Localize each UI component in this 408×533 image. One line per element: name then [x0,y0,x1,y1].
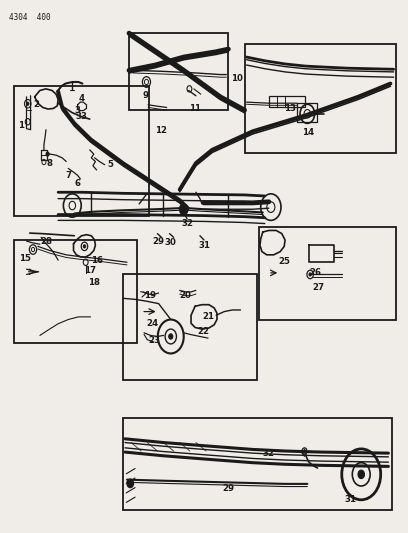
Text: 1: 1 [18,121,24,130]
Text: 19: 19 [144,291,157,300]
Bar [123,418,392,511]
Text: 27: 27 [312,283,324,292]
Text: 5: 5 [107,160,113,168]
Circle shape [358,470,364,479]
Text: 26: 26 [309,268,322,277]
Text: 3: 3 [75,106,80,115]
Text: 32: 32 [181,219,193,228]
Text: 10: 10 [231,74,243,83]
Text: 31: 31 [199,241,211,250]
Bar [13,86,149,216]
Text: 22: 22 [197,327,209,336]
Text: 12: 12 [155,126,167,135]
Circle shape [27,102,29,106]
Text: 29: 29 [153,237,164,246]
Text: 4: 4 [79,94,85,103]
Text: 33: 33 [75,112,88,122]
Text: 9: 9 [142,91,148,100]
Text: 17: 17 [84,266,96,275]
Bar [259,227,397,319]
Text: 20: 20 [180,291,192,300]
Text: 4304  400: 4304 400 [9,13,51,22]
Text: 24: 24 [146,319,158,328]
Bar [244,44,397,152]
Text: 23: 23 [149,336,161,345]
Text: 31: 31 [345,495,357,504]
Circle shape [309,273,311,276]
Text: 14: 14 [302,128,315,138]
Text: 25: 25 [278,257,290,265]
Text: 18: 18 [88,278,100,287]
Text: 8: 8 [46,159,52,167]
Circle shape [83,245,86,248]
Text: 21: 21 [202,312,214,321]
Text: 13: 13 [284,104,296,113]
Circle shape [127,479,133,488]
Text: 6: 6 [75,179,80,188]
Circle shape [180,204,188,215]
Text: 30: 30 [165,238,177,247]
Text: 32: 32 [263,449,275,458]
Text: 2: 2 [33,100,40,109]
Text: 16: 16 [91,256,103,265]
Bar [123,274,257,381]
Text: 29: 29 [222,483,234,492]
Bar [269,96,305,108]
Text: 15: 15 [19,254,31,263]
Text: 11: 11 [189,104,201,113]
Bar [13,240,137,343]
Text: 7: 7 [65,171,71,180]
Circle shape [169,334,173,339]
Text: 28: 28 [41,237,53,246]
Circle shape [46,152,49,156]
Bar [129,33,228,110]
